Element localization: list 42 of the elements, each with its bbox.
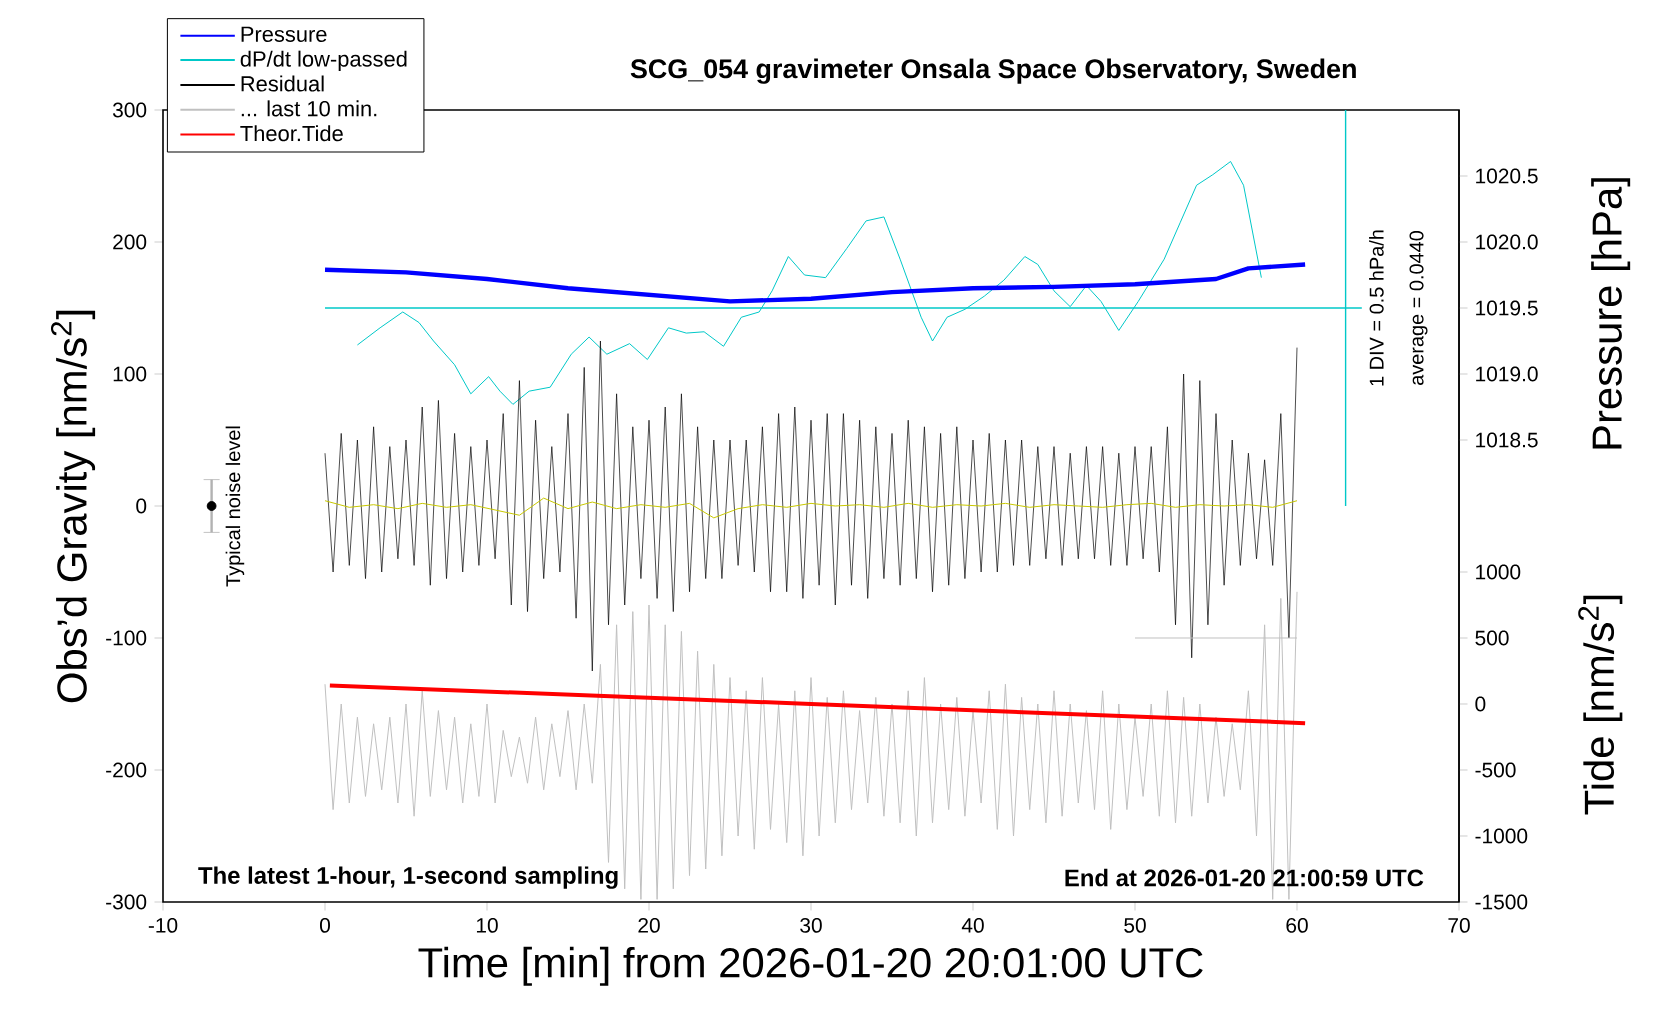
annotation: average = 0.0440 (1409, 230, 1428, 385)
y-tick-label: 300 (112, 102, 147, 118)
y-tick-label: 100 (113, 366, 147, 382)
annotation: 1 DIV = 0.5 hPa/h (1369, 230, 1384, 386)
y-tick-label: -100 (106, 630, 147, 646)
y3-tick-label: 0 (1475, 696, 1486, 712)
legend-label: Residual (241, 75, 324, 92)
y3-axis-title: Tide [nm/s$^{2}$] (1578, 595, 1623, 815)
y3-tick-label: 1000 (1476, 564, 1521, 580)
x-tick-label: 40 (961, 917, 984, 933)
annotation: The latest 1-hour, 1-second sampling (198, 866, 618, 889)
chart-title: SCG_054 gravimeter Onsala Space Observatory, Sweden (630, 58, 1356, 84)
x-axis-title: Time [min] from 2026-01-20 20:01:00 UTC (418, 946, 1203, 986)
y-axis-title: Obs’d Gravity [nm/s$^{2}$] (50, 310, 96, 703)
x-tick-label: 60 (1286, 917, 1308, 933)
x-tick-label: 30 (800, 917, 822, 933)
y2-tick-label: 1019.0 (1476, 366, 1538, 382)
legend-label: dP/dt low-passed (240, 50, 407, 72)
y-tick-label: -300 (106, 894, 147, 910)
y2-tick-label: 1020.5 (1476, 168, 1538, 184)
x-tick-label: 20 (638, 917, 660, 933)
x-tick-label: 70 (1448, 917, 1470, 933)
y-tick-label: -200 (106, 762, 147, 778)
y3-tick-label: -1000 (1475, 828, 1528, 844)
y2-tick-label: 1020.0 (1476, 234, 1538, 250)
y3-tick-label: -1500 (1475, 894, 1528, 910)
y2-axis-title: Pressure [hPa] (1591, 178, 1631, 449)
y2-tick-label: 1019.5 (1476, 300, 1538, 316)
x-tick-label: 0 (320, 917, 330, 933)
legend-label: ... last 10 min. (241, 100, 377, 117)
x-tick-label: 10 (476, 917, 498, 933)
x-tick-label: 50 (1124, 917, 1146, 933)
y3-tick-label: -500 (1475, 762, 1516, 778)
legend-label: Pressure (241, 26, 327, 42)
legend-label: Theor.Tide (240, 125, 343, 142)
y3-tick-label: 500 (1475, 630, 1509, 646)
y2-tick-label: 1018.5 (1476, 432, 1538, 448)
y-tick-label: 200 (113, 234, 147, 250)
annotation: Typical noise level (225, 426, 245, 587)
annotation: End at 2026-01-20 21:00:59 UTC (1065, 868, 1424, 887)
y-tick-label: 0 (136, 498, 147, 514)
x-tick-label: -10 (148, 917, 178, 933)
